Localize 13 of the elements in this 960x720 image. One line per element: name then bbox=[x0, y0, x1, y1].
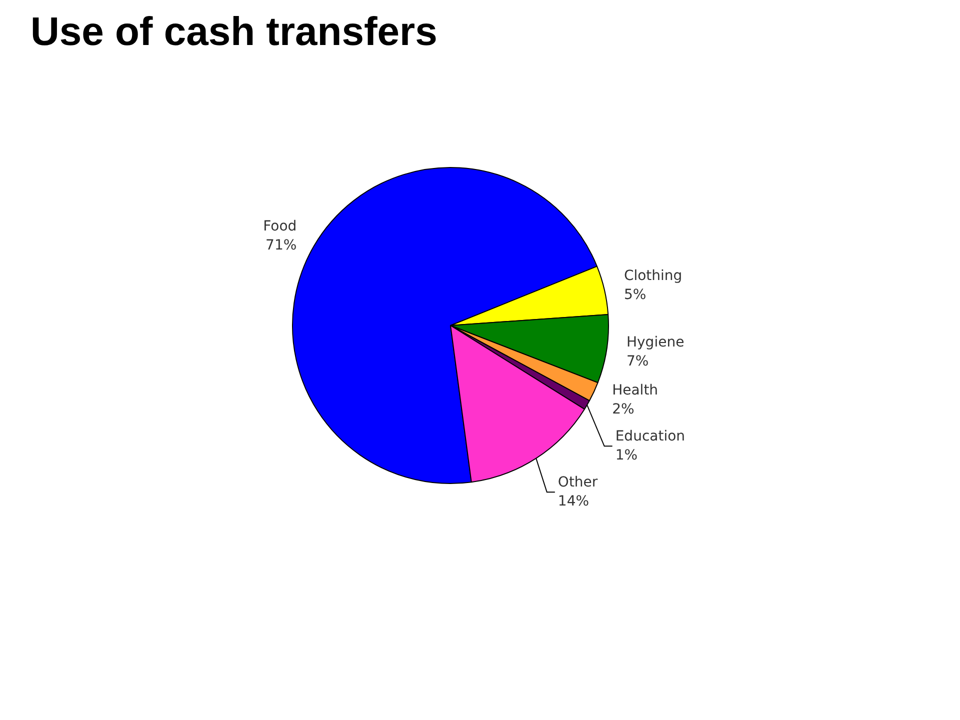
slice-label: Health bbox=[612, 382, 658, 399]
slice-label: Food bbox=[263, 218, 297, 234]
slice-label: Other bbox=[558, 474, 598, 491]
chart-title: Use of cash transfers bbox=[30, 10, 438, 54]
slice-label: Clothing bbox=[624, 268, 682, 284]
data-label: 14% bbox=[558, 494, 590, 510]
data-label: 2% bbox=[612, 402, 634, 418]
slice-label: Hygiene bbox=[626, 334, 684, 351]
slice-label: Education bbox=[615, 428, 686, 445]
data-label: 71% bbox=[266, 238, 297, 254]
data-label: 7% bbox=[626, 354, 649, 370]
data-label: 5% bbox=[624, 287, 646, 304]
data-label: 1% bbox=[615, 448, 638, 464]
